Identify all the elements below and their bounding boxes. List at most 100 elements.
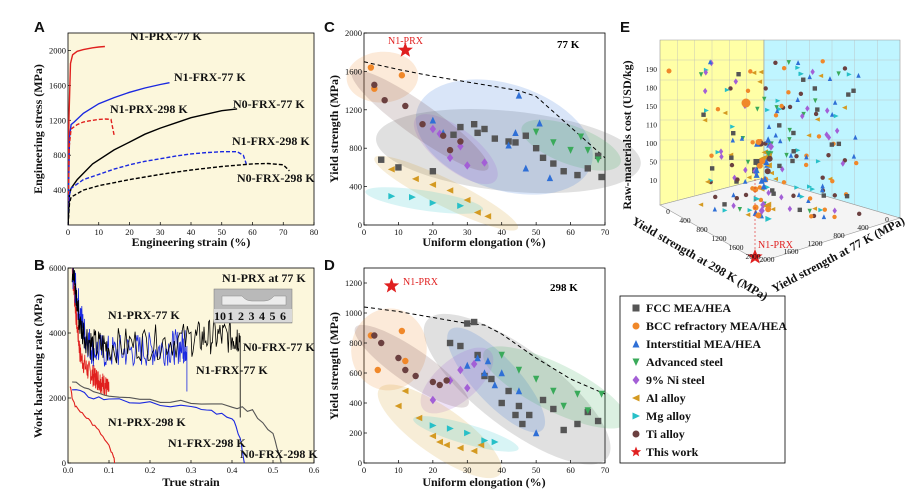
projected-point xyxy=(698,72,704,78)
ruler xyxy=(214,309,292,322)
y-tick-label: 1200 xyxy=(808,239,823,248)
projected-point xyxy=(781,65,787,71)
data-point xyxy=(498,351,505,359)
projected-point xyxy=(757,185,763,190)
ruler-digit: 2 xyxy=(238,309,244,323)
data-point xyxy=(584,165,591,172)
data-point xyxy=(526,411,533,419)
panel-d-ylabel: Yield strength (MPa) xyxy=(327,312,341,420)
data-point xyxy=(409,193,416,201)
projected-point xyxy=(788,152,794,158)
projected-point xyxy=(846,72,852,77)
projected-point xyxy=(814,117,820,122)
data-point xyxy=(464,361,471,369)
data-point xyxy=(539,154,547,161)
panel-b-xlabel: True strain xyxy=(162,475,220,489)
z-tick-label: 150 xyxy=(646,102,658,111)
panel-d-yticks: 0 200 400 600 800 1000 1200 xyxy=(345,278,367,468)
projected-point xyxy=(813,111,819,117)
data-point xyxy=(473,209,481,216)
data-point xyxy=(755,212,762,219)
data-point xyxy=(560,426,567,434)
projected-point xyxy=(820,175,825,180)
panel-a-xlabel: Engineering strain (%) xyxy=(132,235,251,249)
y-tick-label: 2000 xyxy=(345,28,362,38)
data-point xyxy=(470,359,478,369)
projected-point xyxy=(745,159,751,165)
data-point xyxy=(594,156,602,164)
x-tick-label: 40 xyxy=(187,227,196,237)
projected-point xyxy=(729,155,734,160)
x-tick-label: 80 xyxy=(310,227,319,237)
data-point xyxy=(442,441,450,449)
y-tick-label: 1600 xyxy=(345,66,362,76)
data-point xyxy=(411,175,419,183)
data-point xyxy=(446,425,454,432)
data-point xyxy=(457,365,464,375)
panel-c-xlabel: Uniform elongation (%) xyxy=(422,235,545,249)
data-point xyxy=(760,182,767,190)
legend-marker xyxy=(632,412,640,420)
data-point xyxy=(415,414,423,422)
projected-point xyxy=(791,193,796,198)
projected-point xyxy=(737,206,743,212)
projected-point xyxy=(739,135,745,141)
y-tick-label: 1600 xyxy=(49,80,66,90)
projected-point xyxy=(809,214,814,219)
x-tick-label: 50 xyxy=(218,227,227,237)
legend-marker xyxy=(632,375,640,385)
legend-label: BCC refractory MEA/HEA xyxy=(646,319,787,333)
x-tick-label: 10 xyxy=(394,465,403,475)
projected-point xyxy=(856,72,861,78)
ruler-digit: 6 xyxy=(280,309,286,323)
projected-point xyxy=(829,142,835,147)
x-tick-label: 0 xyxy=(666,207,670,216)
data-point xyxy=(457,123,464,131)
x-tick-label: 40 xyxy=(497,465,506,475)
projected-point xyxy=(735,177,740,182)
this-work-star xyxy=(383,278,400,293)
panel-label-b: B xyxy=(34,257,45,274)
projected-point xyxy=(770,207,776,212)
data-point xyxy=(464,383,471,393)
projected-point xyxy=(820,183,825,189)
projected-point xyxy=(732,174,737,181)
projected-point xyxy=(715,149,721,155)
projected-point xyxy=(816,134,822,139)
projected-point xyxy=(787,127,792,133)
ruler-digit: 1 xyxy=(228,309,234,323)
data-point xyxy=(550,405,557,413)
legend-marker xyxy=(632,358,640,366)
panel-a-xticks: 0 10 20 30 40 50 60 70 80 xyxy=(66,222,318,237)
projected-point xyxy=(755,106,760,112)
projected-point xyxy=(803,162,809,168)
projected-point xyxy=(778,138,783,144)
data-point xyxy=(371,81,378,89)
projected-point xyxy=(836,141,842,147)
data-point xyxy=(436,438,443,446)
legend-label: Ti alloy xyxy=(646,427,685,441)
series-label: N1-FRX-298 K xyxy=(168,436,246,450)
projected-point xyxy=(804,154,809,160)
panel-d-frontier xyxy=(363,306,606,395)
y-tick-label: 0 xyxy=(358,458,362,468)
projected-point xyxy=(751,70,757,76)
panel-label-d: D xyxy=(324,257,335,274)
x-tick-label: 2000 xyxy=(746,252,761,261)
inset-photo: N1-PRX at 77 K 10 1 2 3 4 5 6 xyxy=(213,271,306,324)
data-point xyxy=(584,407,591,415)
projected-point xyxy=(854,160,859,166)
x-tick-label: 20 xyxy=(429,465,438,475)
projected-point xyxy=(743,178,748,184)
data-point xyxy=(574,171,581,179)
legend-marker xyxy=(630,446,642,457)
projected-point xyxy=(846,92,851,97)
y-tick-label: 800 xyxy=(349,143,362,153)
x-tick-label: 800 xyxy=(696,225,708,234)
data-point xyxy=(367,64,375,71)
projected-point xyxy=(818,73,824,79)
data-point xyxy=(457,138,464,145)
data-point xyxy=(532,375,540,383)
data-point xyxy=(429,395,437,405)
projected-point xyxy=(820,187,825,193)
